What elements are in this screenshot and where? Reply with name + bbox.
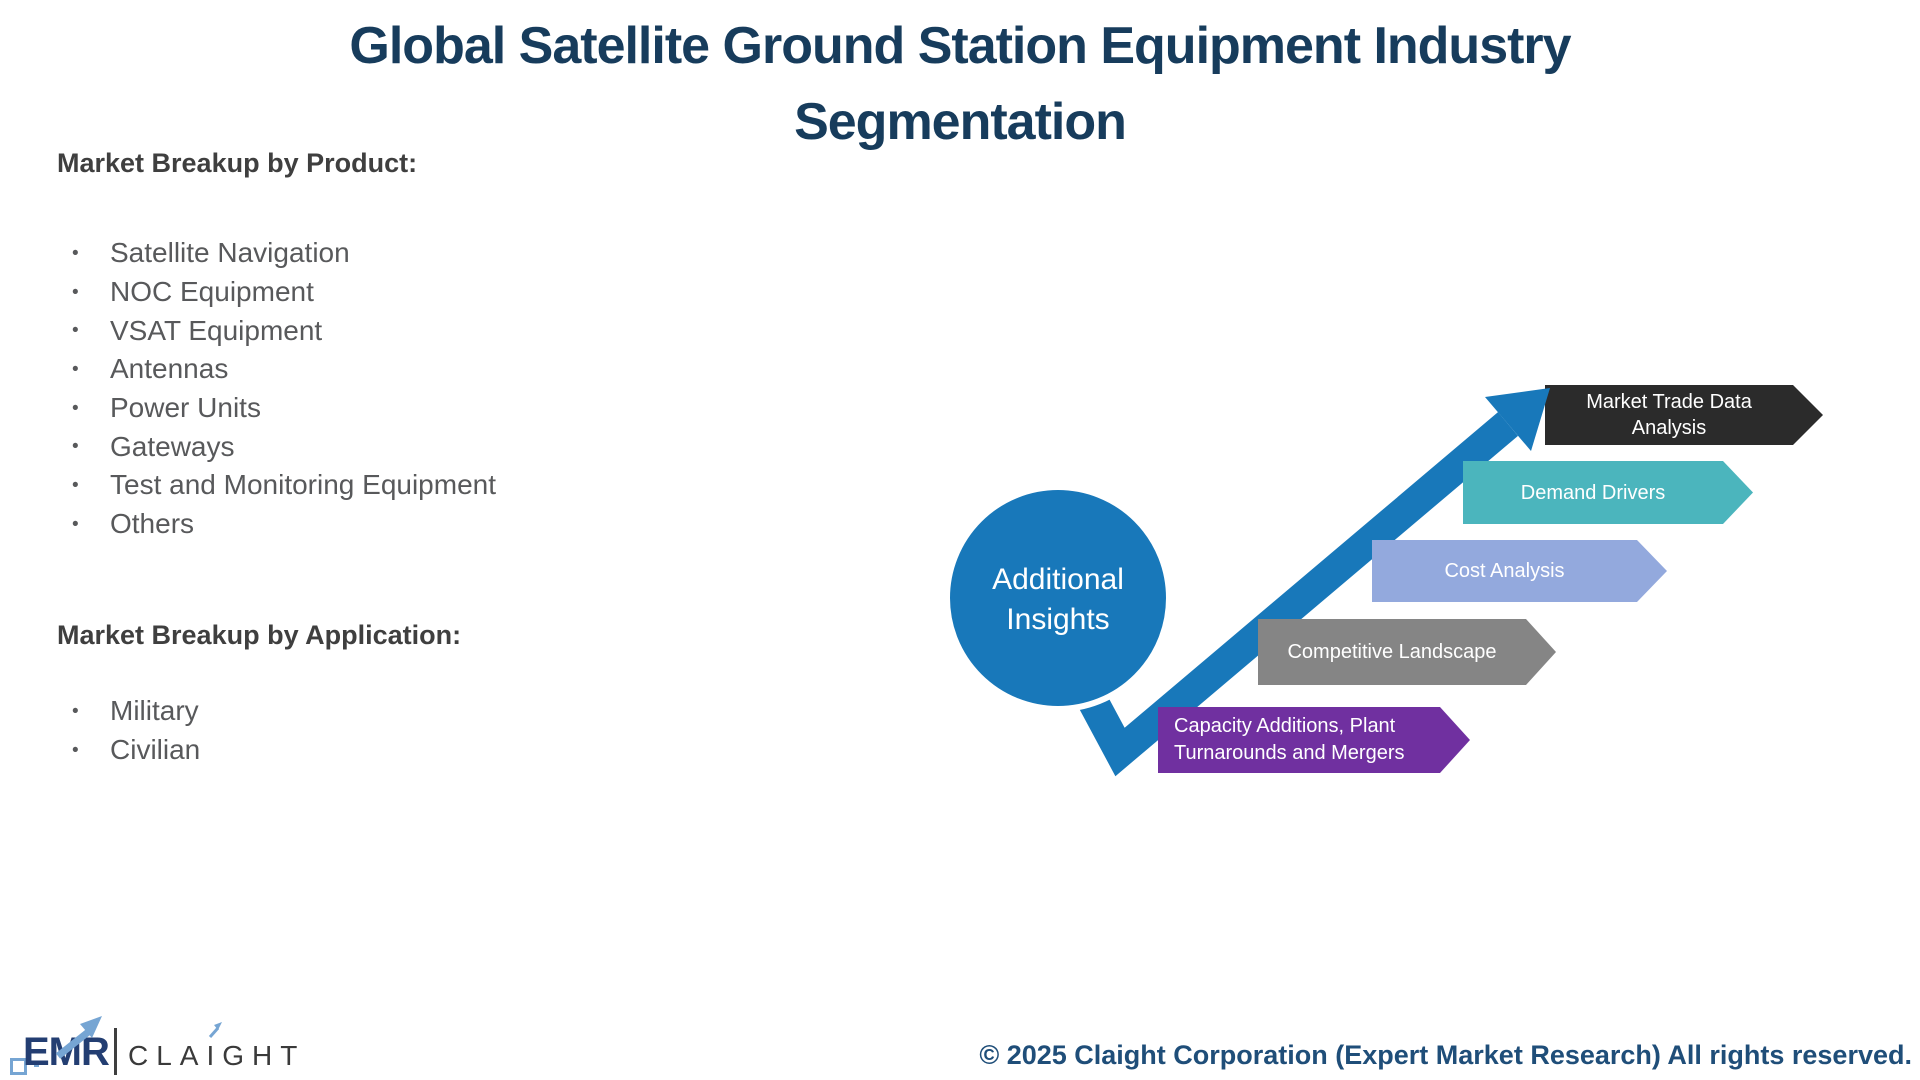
banner-label: Demand Drivers (1520, 481, 1666, 504)
banner-competitive-landscape: Competitive Landscape (1258, 619, 1556, 685)
bullet-icon: • (72, 513, 79, 535)
list-item-label: Others (110, 508, 195, 540)
banner-capacity-additions: Capacity Additions, Plant Turnarounds an… (1158, 707, 1470, 773)
list-item-label: Antennas (110, 353, 229, 385)
banner-market-trade-data-analysis: Market Trade Data Analysis (1545, 385, 1823, 445)
bullet-icon: • (72, 320, 79, 342)
bullet-icon: • (72, 739, 79, 761)
logo-dot-icon (34, 1062, 39, 1067)
list-item: • Military (72, 692, 200, 731)
bullet-icon: • (72, 242, 79, 264)
list-item: • Antennas (72, 350, 496, 389)
title-line-1: Global Satellite Ground Station Equipmen… (349, 17, 1571, 75)
list-item: • Civilian (72, 731, 200, 770)
banner-label: Market Trade Data Analysis (1586, 391, 1752, 439)
logo-arrow-icon (55, 1016, 102, 1059)
arrowhead-icon (1485, 388, 1550, 451)
list-item-label: Gateways (110, 430, 235, 462)
section-heading-product: Market Breakup by Product: (57, 148, 418, 178)
section-heading-application: Market Breakup by Application: (57, 620, 462, 650)
banner-demand-drivers: Demand Drivers (1463, 461, 1753, 524)
product-bullet-list: • Satellite Navigation • NOC Equipment •… (72, 234, 496, 544)
list-item-label: VSAT Equipment (110, 314, 323, 346)
list-item: • Power Units (72, 389, 496, 428)
logo-divider (114, 1028, 117, 1075)
circle-label-line-1: Additional (992, 563, 1124, 596)
list-item-label: Power Units (110, 392, 261, 424)
title-line-2: Segmentation (794, 93, 1127, 151)
list-item-label: Military (110, 695, 199, 727)
circle-label-line-2: Insights (1006, 603, 1109, 636)
application-bullet-list: • Military • Civilian (72, 692, 200, 769)
banner-label: Capacity Additions, Plant Turnarounds an… (1174, 715, 1405, 764)
list-item: • Satellite Navigation (72, 234, 496, 273)
emr-claight-logo: EMR CLAIGHT (10, 1016, 330, 1080)
banner-label: Competitive Landscape (1287, 641, 1497, 663)
list-item: • Gateways (72, 427, 496, 466)
list-item: • VSAT Equipment (72, 311, 496, 350)
bullet-icon: • (72, 281, 79, 303)
slide-title: Global Satellite Ground Station Equipmen… (0, 8, 1920, 160)
list-item: • NOC Equipment (72, 273, 496, 312)
bullet-icon: • (72, 397, 79, 419)
bullet-icon: • (72, 436, 79, 458)
list-item-label: Test and Monitoring Equipment (110, 469, 496, 501)
copyright-text: © 2025 Claight Corporation (Expert Marke… (979, 1040, 1912, 1070)
bullet-icon: • (72, 700, 79, 722)
bullet-icon: • (72, 474, 79, 496)
insights-circle (944, 484, 1172, 712)
banner-label: Cost Analysis (1444, 560, 1565, 582)
logo-square-icon (10, 1058, 27, 1075)
list-item-label: NOC Equipment (110, 276, 314, 308)
banner-cost-analysis: Cost Analysis (1372, 540, 1667, 602)
bullet-icon: • (72, 358, 79, 380)
list-item-label: Civilian (110, 734, 201, 766)
list-item: • Others (72, 505, 496, 544)
claight-wordmark: CLAIGHT (128, 1040, 306, 1071)
list-item: • Test and Monitoring Equipment (72, 466, 496, 505)
list-item-label: Satellite Navigation (110, 237, 350, 269)
claight-arrow-icon (208, 1022, 222, 1038)
